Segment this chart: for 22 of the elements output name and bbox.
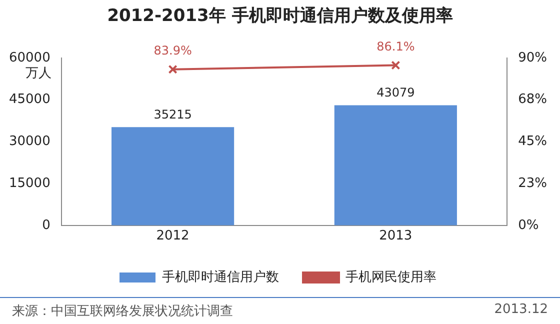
x-tick-label: 2013 <box>379 228 412 244</box>
data-label: 43079 <box>376 85 415 100</box>
y-tick-label: 60000 <box>8 50 50 66</box>
y-tick-label: 45000 <box>8 92 50 108</box>
x-tick-label: 2012 <box>156 228 190 244</box>
y-axis-title: 万人 <box>25 66 52 81</box>
y-tick-label: 0 <box>42 218 50 233</box>
data-label: 83.9% <box>154 43 192 58</box>
legend-label: 手机网民使用率 <box>346 268 436 285</box>
data-label: 86.1% <box>376 39 415 54</box>
y2-tick-label: 23% <box>518 176 548 191</box>
legend-label: 手机即时通信用户数 <box>162 270 279 285</box>
y2-tick-label: 90% <box>518 50 548 66</box>
data-label: 35215 <box>154 107 192 122</box>
y-tick-label: 15000 <box>8 176 50 191</box>
y2-tick-label: 68% <box>518 92 548 108</box>
y-tick-label: 30000 <box>8 134 50 150</box>
source-note: 来源：中国互联网络发展状况统计调查 <box>12 303 233 320</box>
text: 2013.12 <box>494 302 548 319</box>
y2-tick-label: 45% <box>518 134 548 150</box>
y2-tick-label: 0% <box>518 218 539 233</box>
chart-title: 2012-2013年 手机即时通信用户数及使用率 <box>106 5 454 28</box>
